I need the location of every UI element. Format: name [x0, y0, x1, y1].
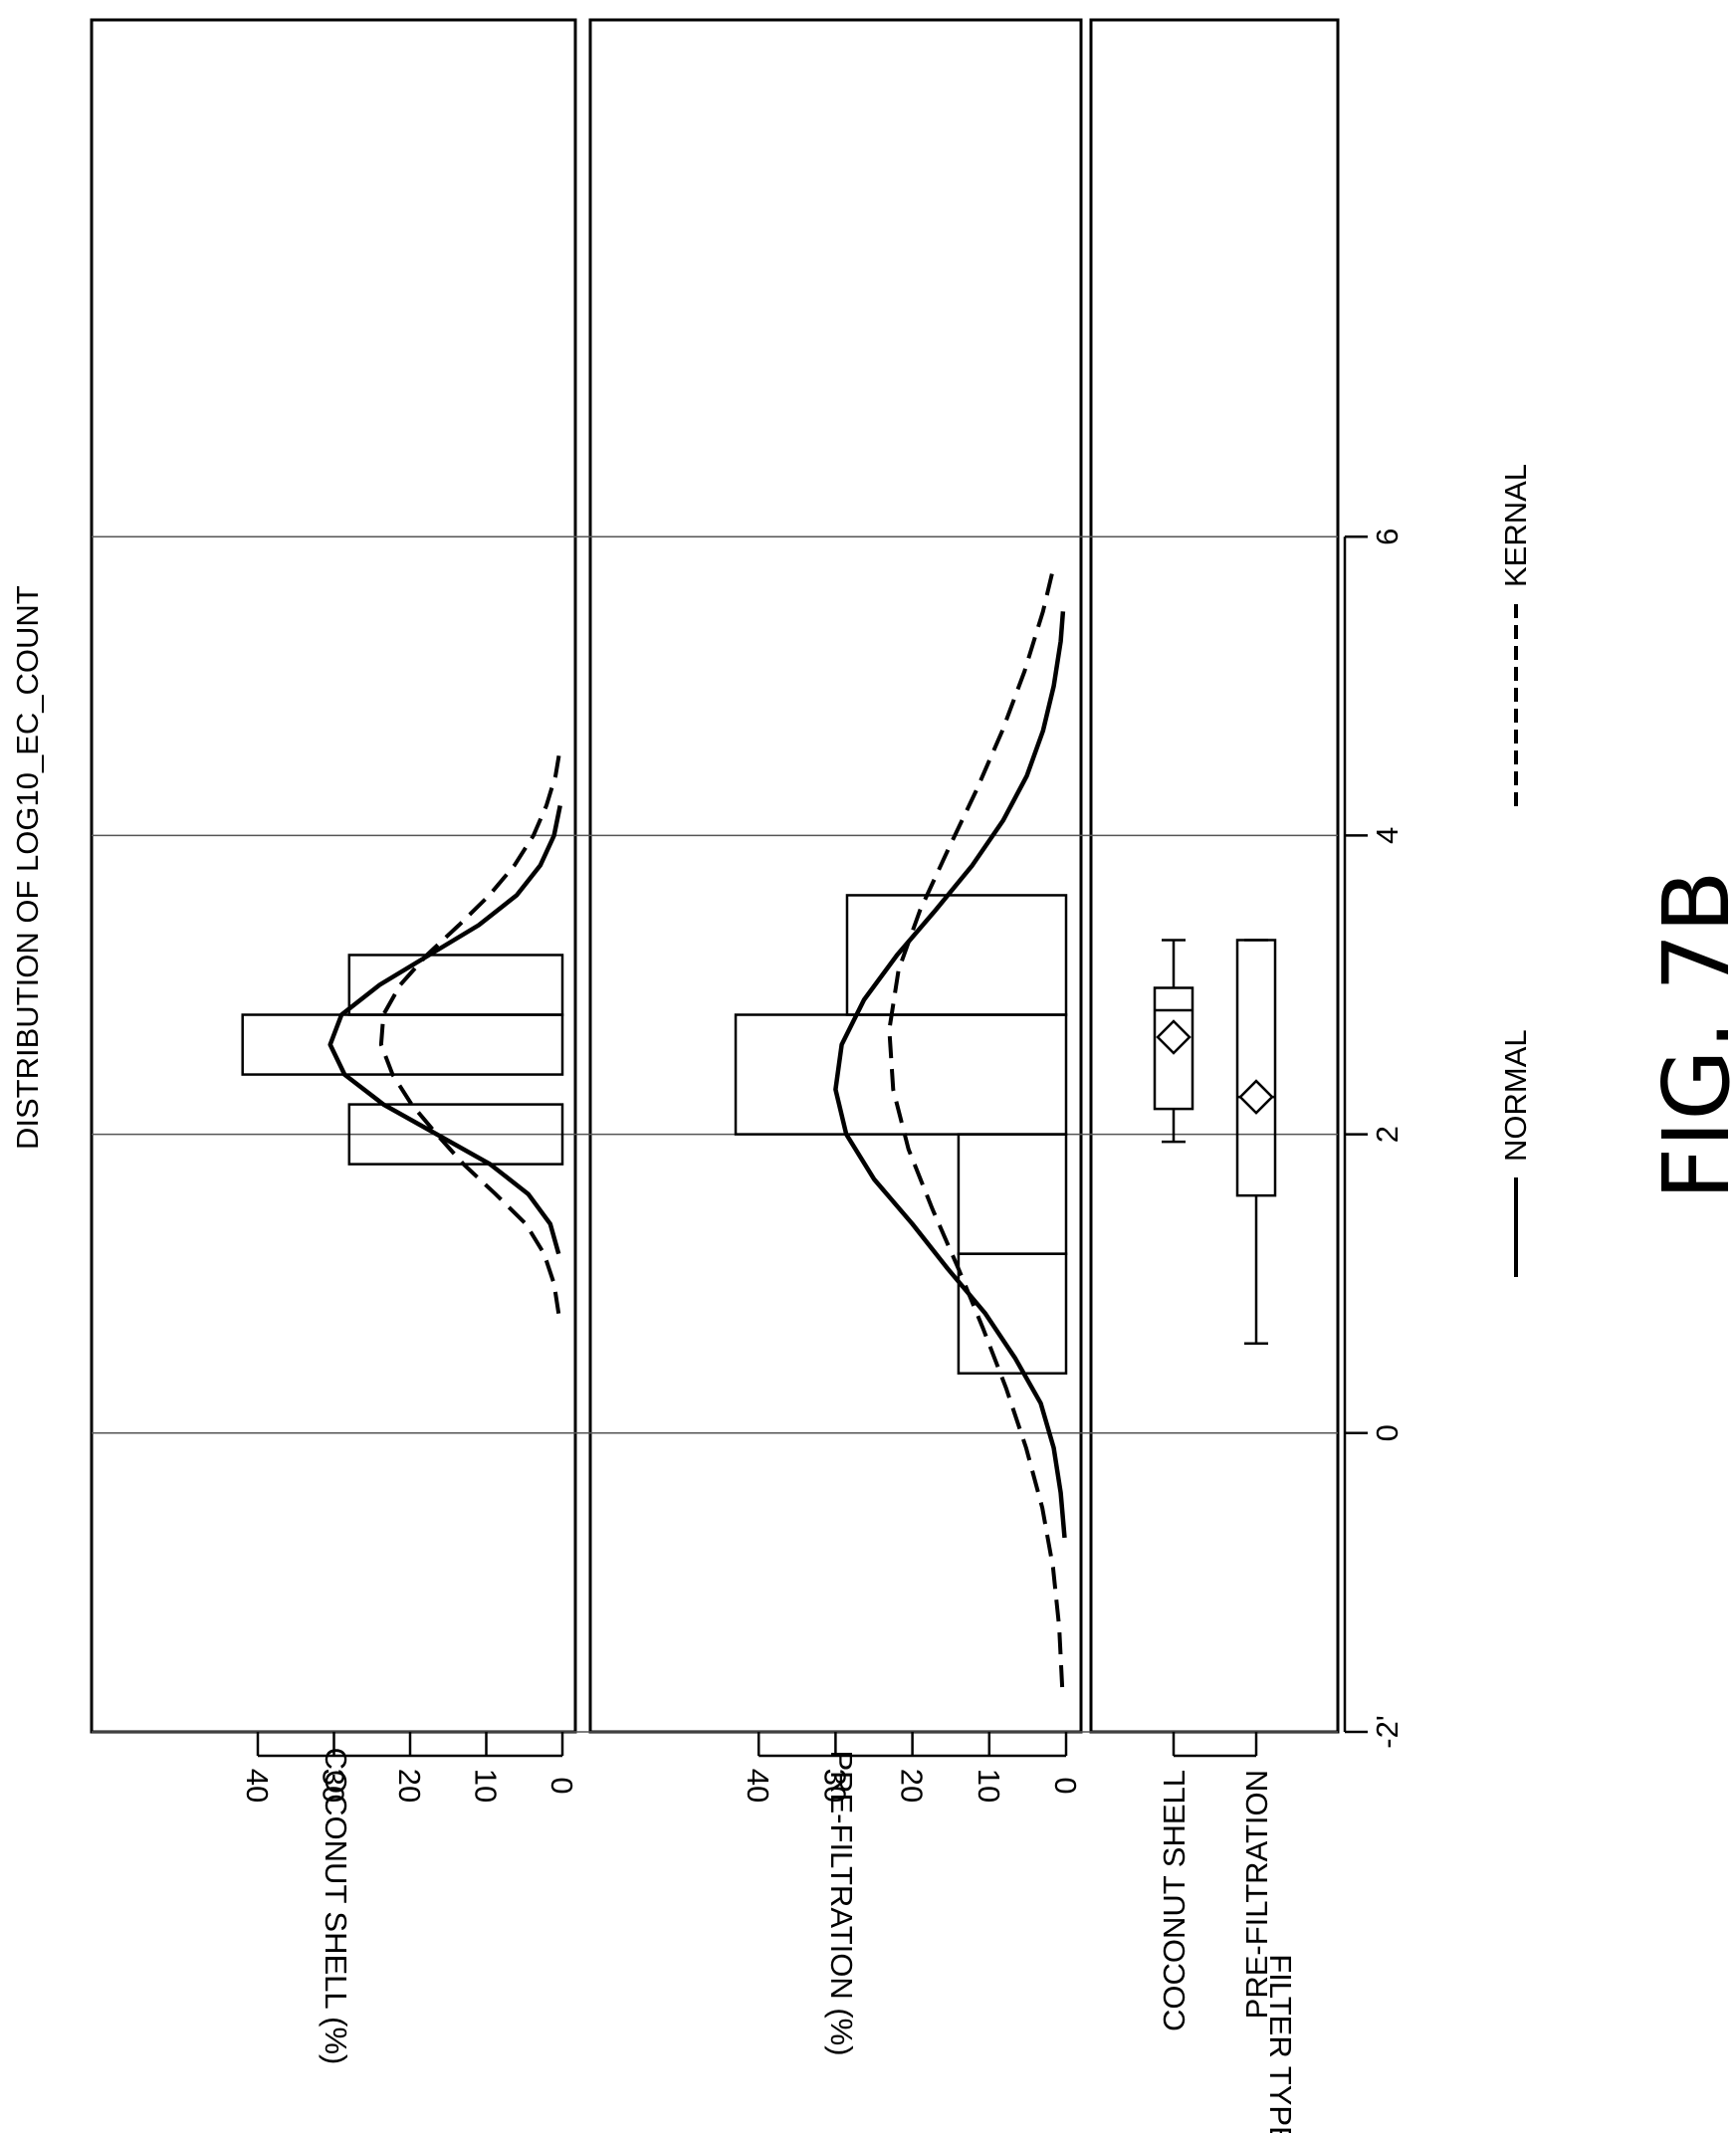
bar-panel1-1 — [957, 1133, 1068, 1255]
kernel-curve-panel0 — [378, 752, 561, 1315]
ytick-label-panel1-4: 40 — [741, 1769, 775, 1803]
ytick-label-panel1-2: 20 — [895, 1769, 930, 1803]
mean-marker-0 — [1156, 1019, 1192, 1055]
ytick-label-panel0-3: 30 — [317, 1769, 351, 1803]
category-label-0: COCONUT SHELL — [1157, 1770, 1192, 2031]
xtick-label-4: 6 — [1370, 529, 1405, 545]
box-1 — [1235, 939, 1277, 1197]
gridlines — [92, 535, 1338, 1733]
ytick-label-panel0-4: 40 — [240, 1769, 275, 1803]
ytick-label-panel0-0: 0 — [544, 1777, 579, 1794]
bar-panel1-3 — [845, 894, 1068, 1016]
normal-curve-panel0 — [327, 804, 562, 1255]
kernel-curve-panel1 — [887, 565, 1065, 1688]
xtick-label-3: 4 — [1370, 827, 1405, 844]
bar-panel0-2 — [241, 1013, 564, 1076]
bar-panel0-3 — [347, 954, 564, 1016]
ytick-label-panel0-1: 10 — [469, 1769, 504, 1803]
histogram-bars — [241, 894, 1068, 1376]
ytick-label-panel1-3: 30 — [817, 1769, 852, 1803]
category-label-1: PRE-FILTRATION — [1239, 1770, 1274, 2019]
bar-panel0-0 — [347, 1103, 564, 1166]
figure-label: FIG. 7B — [1643, 870, 1736, 1199]
panel-coconut-shell-frame — [90, 18, 577, 1734]
ytick-label-panel0-2: 20 — [392, 1769, 427, 1803]
xtick-label-2: 2 — [1370, 1126, 1405, 1143]
panel-boxplot-frame — [1089, 18, 1340, 1734]
boxplots — [1153, 939, 1277, 1345]
legend-kernal-label: KERNAL — [1498, 464, 1533, 587]
legend-normal-label: NORMAL — [1498, 1029, 1533, 1162]
ytick-label-panel1-0: 0 — [1048, 1777, 1083, 1794]
xtick-label-0: -2' — [1370, 1715, 1405, 1748]
ylabel-coconut-shell: COCONUT SHELL (%) — [319, 1748, 353, 2065]
normal-curve-panel1 — [833, 611, 1067, 1539]
ylabel-pre-filtration: PRE-FILTRATION (%) — [824, 1750, 859, 2055]
panel-pre-filtration-frame — [588, 18, 1083, 1734]
density-curves — [327, 565, 1067, 1688]
ytick-label-panel1-1: 10 — [972, 1769, 1006, 1803]
box-0 — [1153, 986, 1194, 1111]
ylabel-filter-type: FILTER TYPE — [1263, 1954, 1298, 2133]
legend: NORMAL KERNAL — [1498, 464, 1533, 1277]
xtick-label-1: 0 — [1370, 1424, 1405, 1441]
axes: 0 10 20 30 40 0 10 20 30 40 -2' 0 2 4 6 COCONUT SHELL PR… — [240, 529, 1405, 2031]
chart-title: DISTRIBUTION OF LOG10_EC_COUNT — [10, 585, 45, 1150]
mean-marker-1 — [1238, 1079, 1274, 1115]
